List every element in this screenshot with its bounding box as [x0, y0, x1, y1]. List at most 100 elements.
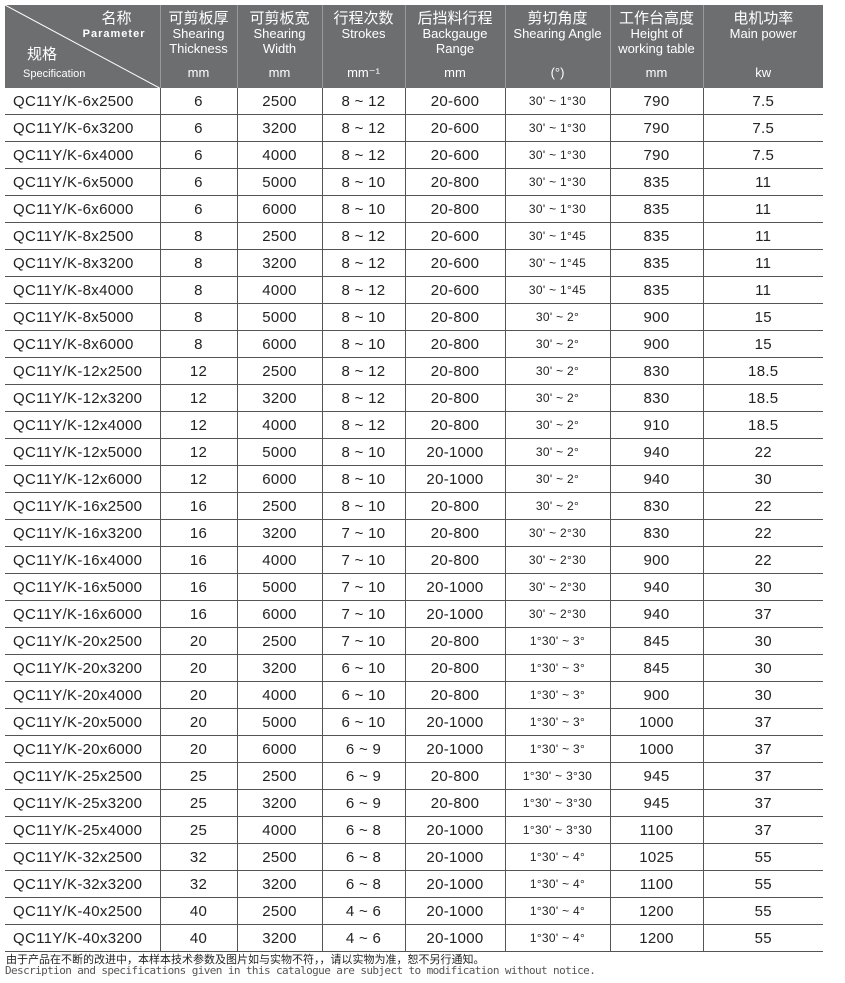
cell-thickness: 6	[160, 114, 238, 142]
cell-thickness: 25	[160, 789, 238, 817]
cell-table-height: 835	[610, 195, 704, 223]
spec-cn: 规格	[27, 46, 58, 63]
cell-angle: 30' ~ 2°30	[505, 573, 611, 601]
cell-thickness: 12	[160, 438, 238, 466]
cell-table-height: 900	[610, 546, 704, 574]
corner-header: 名称 Parameter 规格 Specification	[5, 5, 161, 88]
cell-strokes: 8 ~ 10	[322, 303, 406, 331]
cell-model: QC11Y/K-20x3200	[5, 654, 161, 682]
cell-model: QC11Y/K-32x3200	[5, 870, 161, 898]
note-english: Description and specifications given in …	[5, 964, 596, 977]
cell-table-height: 830	[610, 492, 704, 520]
cell-model: QC11Y/K-25x2500	[5, 762, 161, 790]
cell-angle: 1°30' ~ 4°	[505, 870, 611, 898]
cell-table-height: 790	[610, 88, 704, 115]
column-cn: 工作台高度	[618, 10, 694, 27]
cell-angle: 1°30' ~ 3°	[505, 654, 611, 682]
cell-angle: 1°30' ~ 3°	[505, 627, 611, 655]
cell-backgauge: 20-800	[405, 303, 506, 331]
cell-strokes: 8 ~ 12	[322, 88, 406, 115]
cell-power: 37	[703, 735, 823, 763]
column-header: 行程次数 Strokes mm⁻¹	[322, 5, 406, 88]
cell-power: 11	[703, 276, 823, 304]
cell-width: 3200	[237, 114, 323, 142]
cell-strokes: 8 ~ 10	[322, 168, 406, 196]
cell-table-height: 835	[610, 222, 704, 250]
table-row: QC11Y/K-6x3200 6 3200 8 ~ 12 20-600 30' ~ 1°3…	[5, 114, 823, 142]
cell-angle: 30' ~ 2°	[505, 411, 611, 439]
column-en: Backgauge Range	[422, 26, 488, 56]
diagonal-line	[5, 5, 160, 88]
cell-model: QC11Y/K-16x3200	[5, 519, 161, 547]
cell-angle: 30' ~ 2°	[505, 492, 611, 520]
table-row: QC11Y/K-40x2500 40 2500 4 ~ 6 20-1000 1°30' ~…	[5, 897, 823, 925]
cell-width: 6000	[237, 465, 323, 493]
column-unit: mm	[645, 65, 668, 80]
cell-width: 2500	[237, 492, 323, 520]
cell-thickness: 25	[160, 816, 238, 844]
cell-power: 22	[703, 438, 823, 466]
table-row: QC11Y/K-16x4000 16 4000 7 ~ 10 20-800 30' ~ 2…	[5, 546, 823, 574]
cell-width: 4000	[237, 546, 323, 574]
cell-angle: 30' ~ 2°30	[505, 519, 611, 547]
cell-width: 3200	[237, 654, 323, 682]
cell-thickness: 12	[160, 357, 238, 385]
cell-model: QC11Y/K-16x5000	[5, 573, 161, 601]
cell-strokes: 6 ~ 10	[322, 708, 406, 736]
table-row: QC11Y/K-20x5000 20 5000 6 ~ 10 20-1000 1°30' …	[5, 708, 823, 736]
cell-power: 22	[703, 519, 823, 547]
cell-angle: 30' ~ 1°45	[505, 276, 611, 304]
cell-thickness: 12	[160, 411, 238, 439]
cell-thickness: 40	[160, 924, 238, 952]
column-unit: mm	[444, 65, 466, 80]
cell-strokes: 6 ~ 9	[322, 789, 406, 817]
cell-thickness: 6	[160, 88, 238, 115]
cell-strokes: 6 ~ 8	[322, 870, 406, 898]
cell-angle: 30' ~ 1°30	[505, 195, 611, 223]
cell-model: QC11Y/K-6x3200	[5, 114, 161, 142]
cell-power: 18.5	[703, 384, 823, 412]
cell-width: 4000	[237, 141, 323, 169]
cell-model: QC11Y/K-25x3200	[5, 789, 161, 817]
cell-width: 3200	[237, 789, 323, 817]
cell-width: 3200	[237, 519, 323, 547]
cell-width: 3200	[237, 924, 323, 952]
table-row: QC11Y/K-40x3200 40 3200 4 ~ 6 20-1000 1°30' ~…	[5, 924, 823, 952]
cell-thickness: 16	[160, 492, 238, 520]
cell-width: 6000	[237, 330, 323, 358]
cell-power: 15	[703, 330, 823, 358]
cell-model: QC11Y/K-20x6000	[5, 735, 161, 763]
cell-thickness: 8	[160, 249, 238, 277]
cell-angle: 1°30' ~ 3°30	[505, 762, 611, 790]
cell-strokes: 8 ~ 12	[322, 276, 406, 304]
cell-backgauge: 20-800	[405, 546, 506, 574]
cell-model: QC11Y/K-6x6000	[5, 195, 161, 223]
cell-table-height: 1000	[610, 735, 704, 763]
cell-model: QC11Y/K-20x4000	[5, 681, 161, 709]
cell-model: QC11Y/K-32x2500	[5, 843, 161, 871]
cell-power: 7.5	[703, 114, 823, 142]
cell-angle: 30' ~ 1°45	[505, 222, 611, 250]
column-en: Shearing Width	[253, 26, 306, 56]
column-en: Main power	[729, 26, 797, 41]
cell-strokes: 6 ~ 10	[322, 681, 406, 709]
cell-power: 55	[703, 897, 823, 925]
cell-power: 18.5	[703, 357, 823, 385]
cell-table-height: 900	[610, 303, 704, 331]
cell-width: 2500	[237, 222, 323, 250]
cell-backgauge: 20-800	[405, 492, 506, 520]
cell-model: QC11Y/K-25x4000	[5, 816, 161, 844]
cell-thickness: 8	[160, 330, 238, 358]
table-row: QC11Y/K-16x6000 16 6000 7 ~ 10 20-1000 30' ~ …	[5, 600, 823, 628]
cell-model: QC11Y/K-40x2500	[5, 897, 161, 925]
cell-power: 37	[703, 762, 823, 790]
cell-thickness: 8	[160, 303, 238, 331]
table-row: QC11Y/K-20x6000 20 6000 6 ~ 9 20-1000 1°30' ~…	[5, 735, 823, 763]
column-unit: mm	[268, 65, 291, 80]
cell-thickness: 40	[160, 897, 238, 925]
cell-backgauge: 20-600	[405, 249, 506, 277]
cell-strokes: 8 ~ 12	[322, 222, 406, 250]
cell-angle: 30' ~ 1°30	[505, 114, 611, 142]
cell-model: QC11Y/K-6x2500	[5, 88, 161, 115]
cell-backgauge: 20-800	[405, 168, 506, 196]
